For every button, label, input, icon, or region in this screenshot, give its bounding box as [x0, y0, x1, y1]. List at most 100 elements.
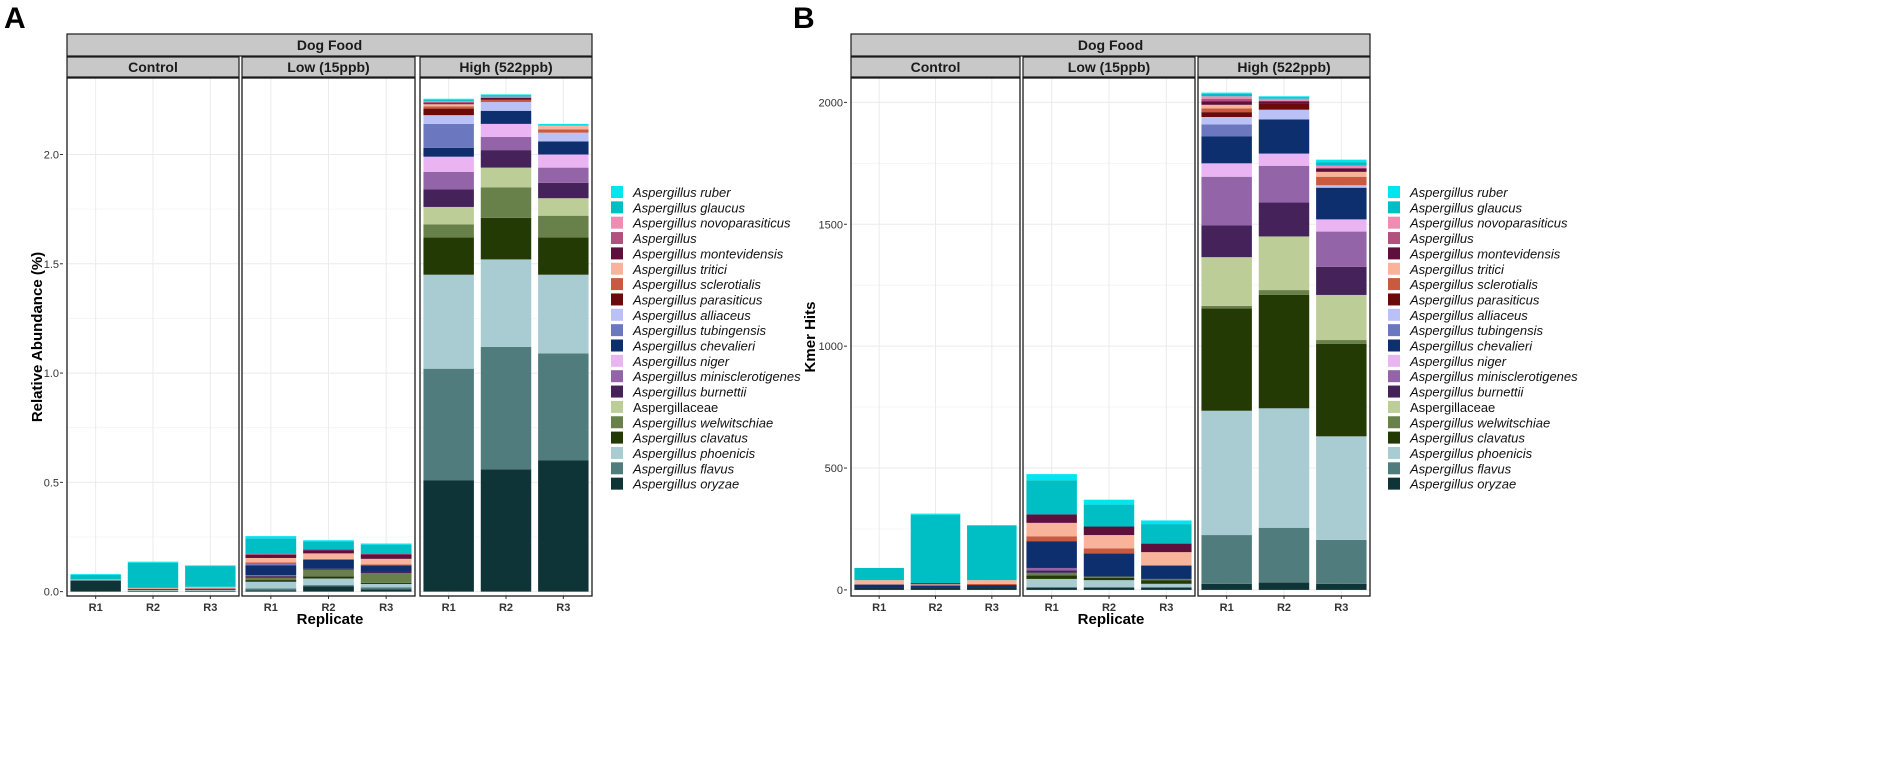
bar-segment-aspergillus-burnettii: [245, 576, 297, 578]
bar-segment-aspergillus-chevalieri: [1258, 119, 1310, 154]
legend-label: Aspergillaceae: [633, 400, 718, 415]
legend-swatch: [611, 462, 623, 475]
bar-segment-aspergillus-oryzae: [1026, 587, 1077, 590]
bar-segment-aspergillus-oryzae: [1258, 582, 1310, 590]
bar-r2: [1258, 96, 1310, 590]
legend-label: Aspergillus glaucus: [632, 200, 746, 215]
x-tick-label: R1: [442, 602, 456, 614]
legend-swatch: [1388, 262, 1400, 275]
bar-segment-aspergillaceae: [538, 198, 589, 216]
bar-segment-aspergillus-tritici: [423, 104, 474, 107]
legend-item-aspergillus-phoenicis: Aspergillus phoenicis: [1388, 446, 1533, 461]
legend-swatch: [1388, 477, 1400, 490]
legend-label: Aspergillus burnettii: [1409, 385, 1525, 400]
bar-segment-aspergillus-glaucus: [480, 95, 532, 97]
facet-label: Control: [911, 59, 961, 75]
bar-segment-aspergillus-oryzae: [1316, 583, 1367, 590]
bar-segment-aspergillus-montevidensis: [1201, 101, 1252, 105]
bar-segment-aspergillus-ruber: [910, 513, 961, 515]
bar-segment-aspergillus-glaucus: [245, 538, 297, 554]
legend-swatch: [611, 385, 623, 398]
legend-item-aspergillus-novoparasiticus: Aspergillus novoparasiticus: [611, 216, 791, 231]
bar-segment-aspergillus-parasiticus: [1201, 112, 1252, 118]
legend-item-aspergillus-tubingensis: Aspergillus tubingensis: [1388, 323, 1543, 338]
bar-segment-aspergillus-clavatus: [423, 237, 474, 275]
bar-segment-aspergillus-glaucus: [1258, 97, 1310, 99]
bar-segment-aspergillus-sclerotialis: [1201, 108, 1252, 113]
legend-swatch: [1388, 416, 1400, 429]
x-tick-label: R3: [1334, 602, 1348, 614]
bar-segment-aspergillus-phoenicis: [1316, 436, 1367, 540]
legend-swatch: [611, 247, 623, 260]
bar-segment-aspergillus-parasiticus: [1258, 103, 1310, 110]
y-tick-label: 0.5: [44, 477, 59, 489]
bar-segment-aspergillus-clavatus: [245, 580, 297, 582]
y-tick-label: 500: [825, 463, 843, 475]
bar-segment-aspergillus-tritici: [185, 586, 236, 589]
bar-r2: [480, 94, 532, 592]
legend-label: Aspergillus burnettii: [632, 385, 748, 400]
bar-segment-aspergillus-flavus: [1258, 527, 1310, 583]
bar-segment-aspergillus-tritici: [1141, 552, 1192, 566]
bar-segment-aspergillus-clavatus: [1201, 308, 1252, 411]
legend-item-aspergillus-chevalieri: Aspergillus chevalieri: [1388, 339, 1533, 354]
bar-r1: [70, 574, 121, 592]
bar-r1: [1026, 474, 1077, 590]
legend-swatch: [1388, 385, 1400, 398]
bar-segment-aspergillus-glaucus: [423, 99, 474, 101]
bar-segment-aspergillus-sclerotialis: [1316, 176, 1367, 186]
bar-segment-aspergillus-flavus: [423, 368, 474, 481]
bar-segment-aspergillus-chevalieri: [854, 584, 904, 588]
bar-segment-aspergillus-minisclerotigenes: [1201, 176, 1252, 226]
legend-swatch: [611, 308, 623, 321]
legend-swatch: [611, 416, 623, 429]
facet-label: Control: [128, 59, 178, 75]
y-tick-label: 1.5: [44, 259, 59, 271]
bar-segment-aspergillus-welwitschiae: [245, 577, 297, 581]
x-tick-label: R2: [928, 602, 942, 614]
legend-item-aspergillus-montevidensis: Aspergillus montevidensis: [1388, 246, 1561, 261]
facet-low-15ppb: Low (15ppb) R1 R2 R3: [241, 56, 416, 614]
facet-strip: [241, 56, 416, 78]
bar-segment-aspergillus-tritici: [1083, 535, 1135, 549]
bar-segment-aspergillus-glaucus: [185, 566, 236, 587]
legend-swatch: [1388, 339, 1400, 352]
legend-label: Aspergillus niger: [632, 354, 730, 369]
bar-segment-aspergillus-niger: [480, 123, 532, 138]
x-tick-label: R3: [203, 602, 217, 614]
legend-swatch: [611, 201, 623, 214]
bar-r3: [185, 565, 236, 592]
bar-segment-aspergillus-chevalieri: [1026, 541, 1077, 568]
bar-segment-aspergillus-chevalieri: [245, 565, 297, 576]
bar-segment-aspergillus-sclerotialis: [245, 562, 297, 565]
bar-segment-aspergillus-oryzae: [538, 460, 589, 592]
bar-segment-aspergillus-clavatus: [1258, 294, 1310, 409]
bar-segment-aspergillus-clavatus: [1141, 580, 1192, 584]
y-tick-label: 0.0: [44, 587, 59, 599]
bar-segment-aspergillus-welwitschiae: [1026, 572, 1077, 576]
bar-segment-aspergillus-glaucus: [1083, 504, 1135, 527]
bar-segment-aspergillus-montevidensis: [480, 97, 532, 100]
bar-segment-aspergillus-flavus: [538, 353, 589, 461]
bar-segment-aspergillaceae: [423, 206, 474, 225]
legend-label: Aspergillus oryzae: [632, 477, 739, 492]
y-axis-a: 0.0 0.5 1.0 1.5 2.0: [44, 149, 63, 599]
bar-r2: [1083, 499, 1135, 590]
bar-segment-aspergillus-flavus: [360, 587, 412, 590]
legend-item-aspergillus-clavatus: Aspergillus clavatus: [1388, 431, 1525, 446]
bar-segment-aspergillus-tritici: [303, 553, 354, 559]
legend-item-aspergillus-parasiticus: Aspergillus parasiticus: [1388, 292, 1540, 307]
x-tick-label: R1: [872, 602, 886, 614]
legend-label: Aspergillus tubingensis: [1409, 323, 1543, 338]
legend-label: Aspergillus parasiticus: [1409, 292, 1540, 307]
legend-label: Aspergillaceae: [1410, 400, 1495, 415]
legend-swatch: [1388, 446, 1400, 459]
bar-segment-aspergillus-ruber: [303, 540, 354, 542]
legend-label: Aspergillus montevidensis: [1409, 246, 1561, 261]
title-strip-b: [850, 33, 1371, 57]
legend-swatch: [611, 400, 623, 413]
bar-segment-aspergillus-burnettii: [360, 571, 412, 574]
x-axis-title-b: Replicate: [1078, 611, 1145, 628]
bar-segment-aspergillus-burnettii: [303, 568, 354, 570]
x-tick-label: R3: [1159, 602, 1173, 614]
